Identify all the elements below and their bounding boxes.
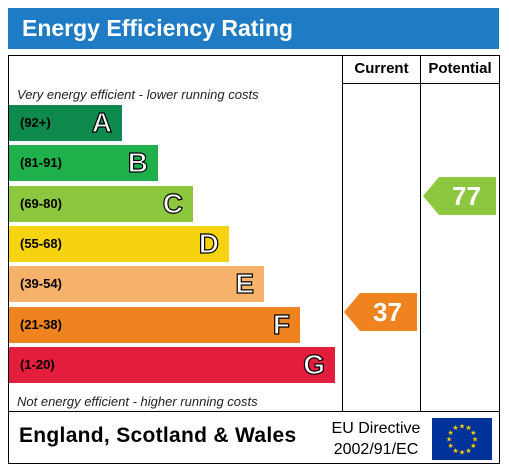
star-icon: ★ bbox=[459, 423, 465, 431]
footer bbox=[8, 412, 500, 464]
star-icon: ★ bbox=[465, 447, 471, 455]
directive-line-1: EU Directive bbox=[331, 420, 421, 437]
star-icon: ★ bbox=[448, 429, 454, 437]
band-a: (92+) A bbox=[9, 105, 122, 141]
column-divider bbox=[342, 55, 343, 412]
eu-directive: EU Directive 2002/91/EC bbox=[326, 418, 426, 460]
band-letter: B bbox=[127, 146, 148, 178]
band-letter: E bbox=[235, 267, 255, 299]
band-e: (39-54) E bbox=[9, 266, 264, 302]
directive-line-2: 2002/91/EC bbox=[333, 441, 419, 458]
band-letter: D bbox=[198, 227, 219, 259]
current-rating-value: 37 bbox=[373, 297, 402, 327]
potential-rating-value: 77 bbox=[452, 181, 481, 211]
current-column-header: Current bbox=[354, 60, 409, 77]
potential-column-header: Potential bbox=[428, 60, 492, 77]
band-range: (1-20) bbox=[20, 357, 55, 372]
band-range: (55-68) bbox=[20, 236, 62, 251]
band-range: (39-54) bbox=[20, 276, 62, 291]
band-f: (21-38) F bbox=[9, 307, 300, 343]
rating-table bbox=[8, 55, 500, 412]
band-range: (81-91) bbox=[20, 155, 62, 170]
star-icon: ★ bbox=[446, 436, 452, 444]
eu-flag-icon: ★★★★★★★★★ ★ ★★ bbox=[432, 418, 492, 460]
star-icon: ★ bbox=[465, 424, 471, 432]
band-letter: A bbox=[91, 106, 112, 138]
band-range: (92+) bbox=[20, 115, 51, 130]
band-letter: C bbox=[162, 187, 183, 219]
band-c: (69-80) C bbox=[9, 186, 193, 222]
band-range: (21-38) bbox=[20, 317, 62, 332]
star-icon: ★ bbox=[452, 424, 458, 432]
band-d: (55-68) D bbox=[9, 226, 229, 262]
potential-rating-arrow: 77 bbox=[423, 177, 496, 215]
current-rating-arrow: 37 bbox=[344, 293, 417, 331]
current-arrow-shape bbox=[344, 293, 417, 331]
band-b: (81-91) B bbox=[9, 145, 158, 181]
band-range: (69-80) bbox=[20, 196, 62, 211]
band-g: (1-20) G bbox=[9, 347, 335, 383]
efficient-note: Very energy efficient - lower running co… bbox=[17, 87, 259, 102]
star-icon: ★ bbox=[472, 436, 478, 444]
star-icon: ★ bbox=[452, 447, 458, 455]
column-divider bbox=[420, 55, 421, 412]
header-divider bbox=[342, 83, 500, 84]
star-icon: ★ bbox=[448, 442, 454, 450]
star-icon: ★ bbox=[470, 429, 476, 437]
page-title: Energy Efficiency Rating bbox=[8, 8, 499, 49]
potential-arrow-shape bbox=[423, 177, 496, 215]
inefficient-note: Not energy efficient - higher running co… bbox=[17, 394, 258, 409]
star-icon: ★ bbox=[470, 442, 476, 450]
footer-region: England, Scotland & Wales bbox=[19, 424, 297, 447]
band-letter: G bbox=[303, 348, 326, 380]
star-icon: ★ bbox=[459, 449, 465, 457]
band-letter: F bbox=[272, 308, 290, 340]
